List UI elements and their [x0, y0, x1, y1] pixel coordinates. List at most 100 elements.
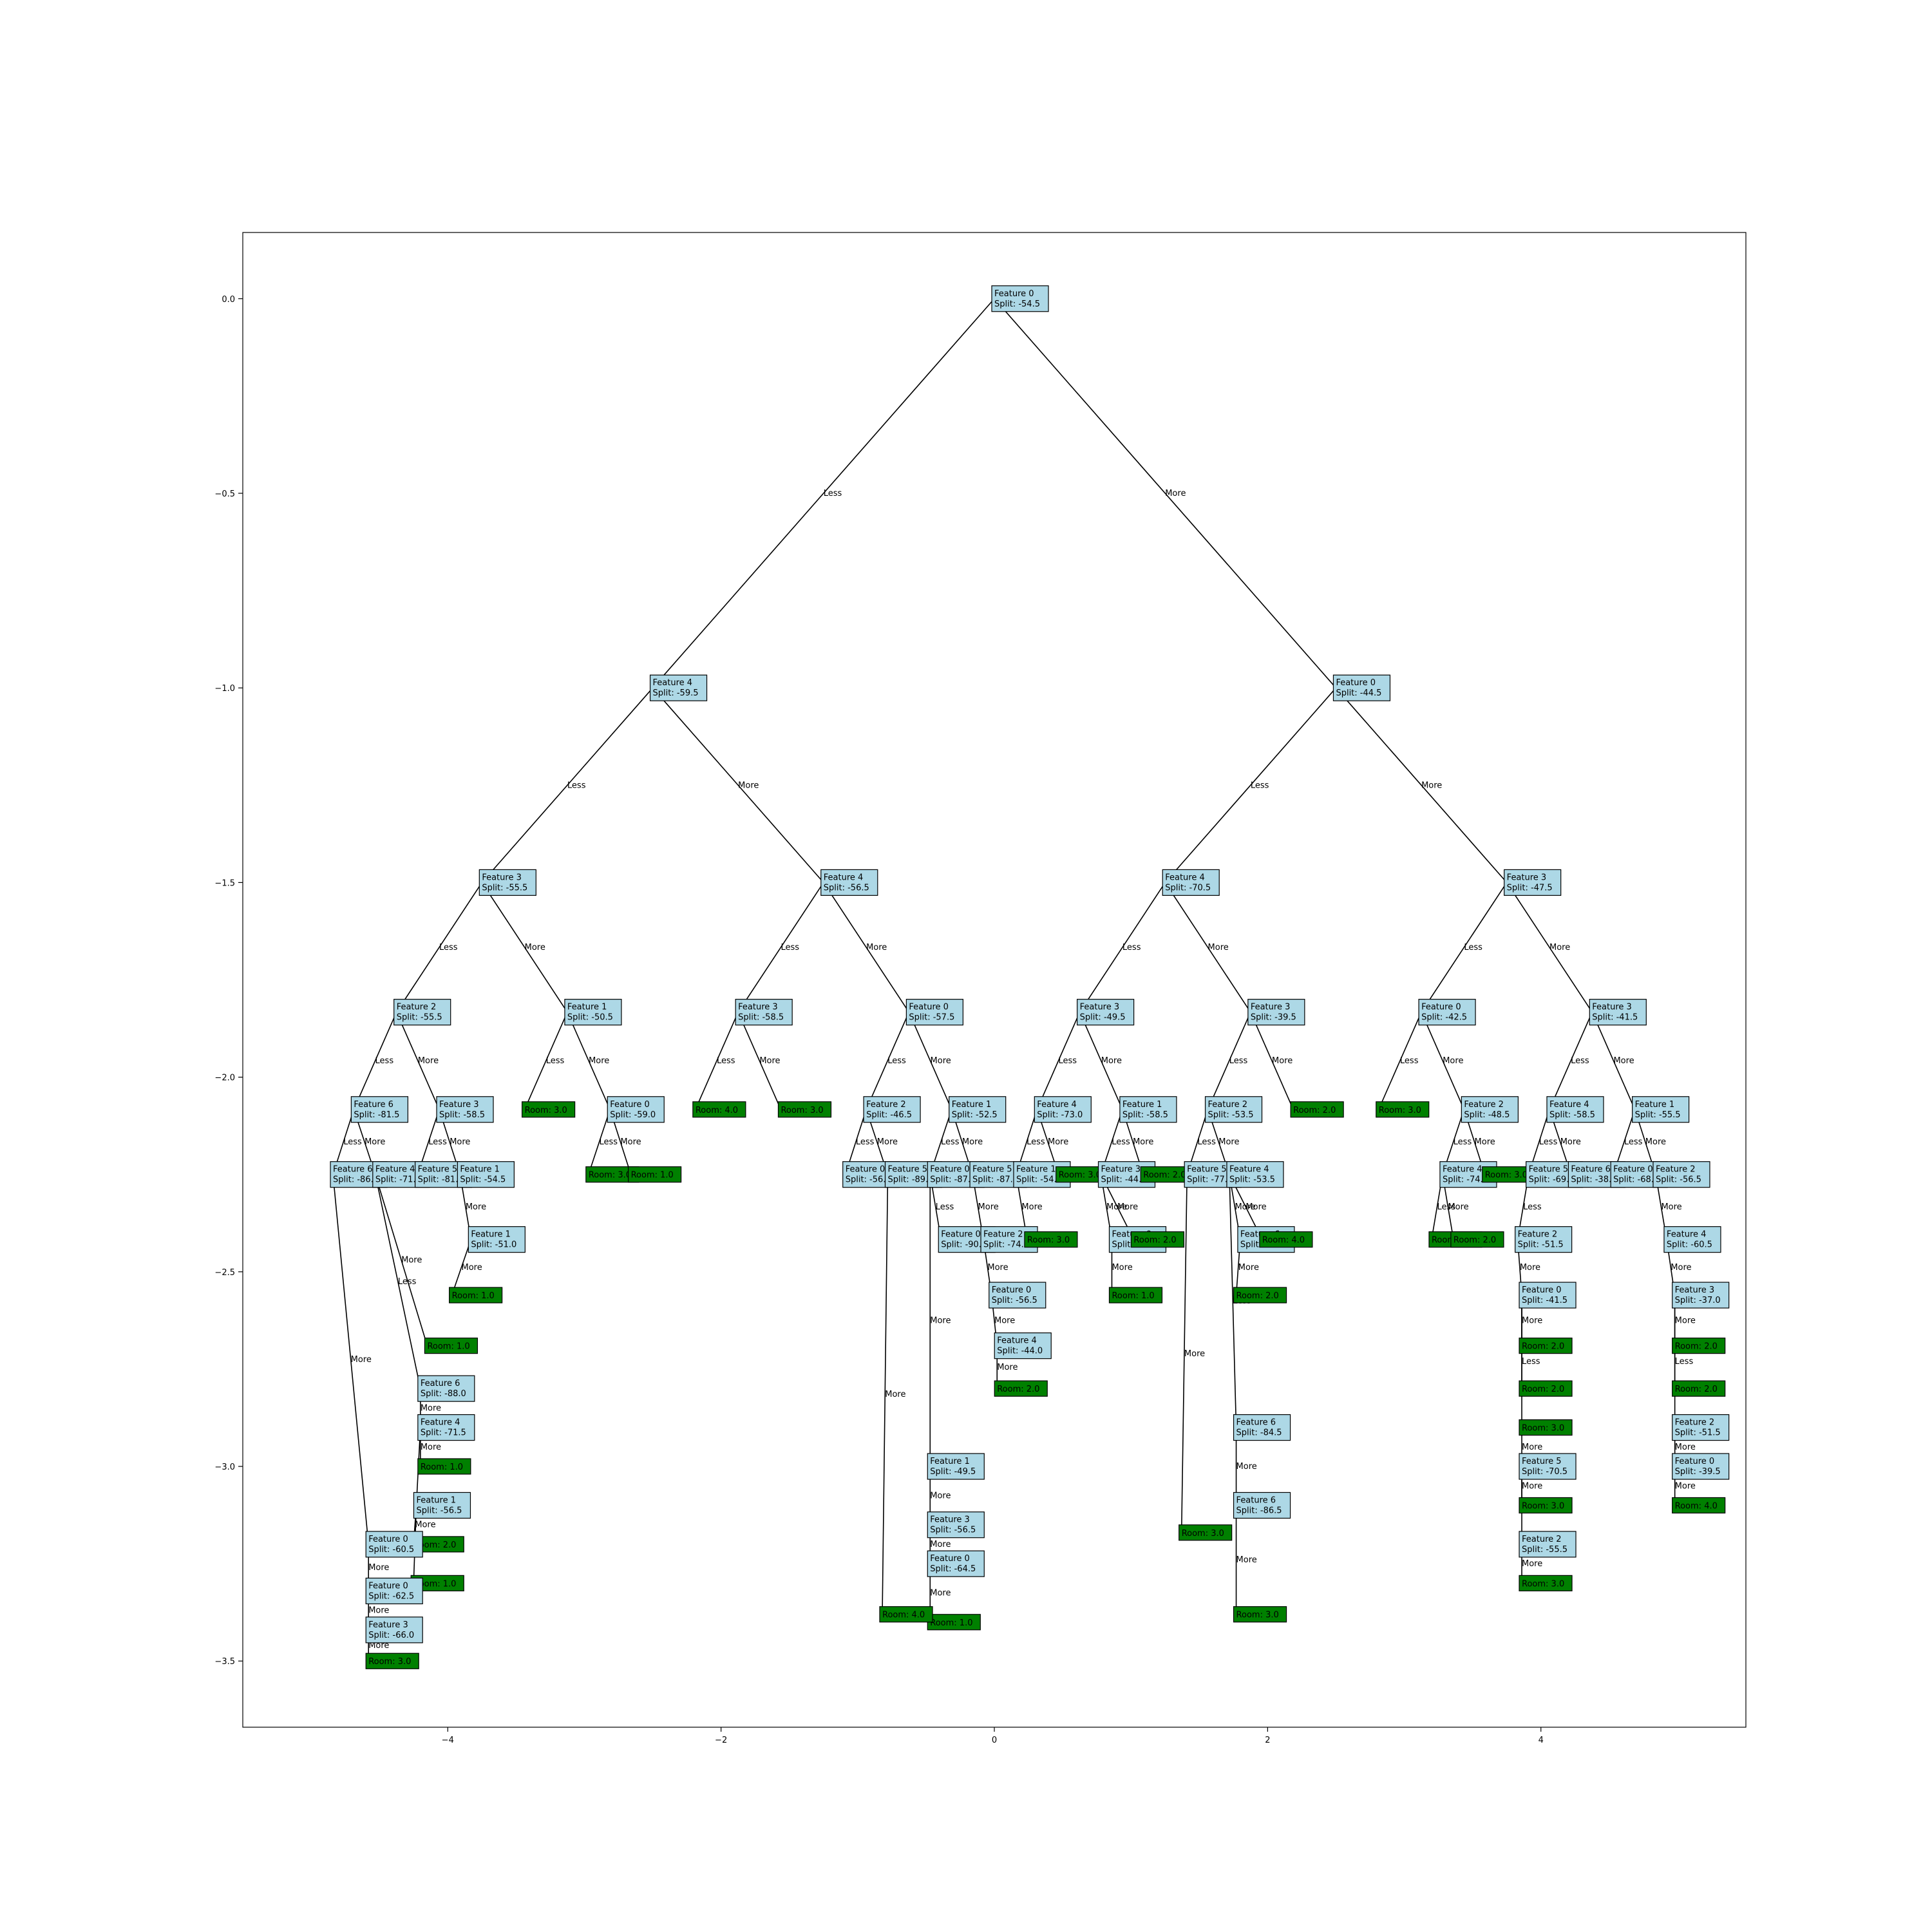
- node-split-label: Split: -46.5: [866, 1110, 912, 1120]
- leaf-label: Room: 3.0: [589, 1171, 631, 1180]
- edge-label-more: More: [930, 1316, 951, 1325]
- decision-box: [417, 1375, 475, 1402]
- node-feature-label: Feature 2: [1518, 1230, 1558, 1240]
- leaf-box: [365, 1653, 419, 1669]
- node-feature-label: Feature 4: [421, 1418, 460, 1428]
- edge-label-more: More: [620, 1137, 641, 1147]
- edge-label-more: More: [368, 1563, 389, 1573]
- edge-label-more: More: [1048, 1137, 1068, 1147]
- node-feature-label: Feature 3: [1251, 1003, 1291, 1012]
- tree-edge: [588, 1109, 611, 1175]
- leaf-node: Room: 2.0: [1290, 1101, 1344, 1118]
- x-tick-label: −4: [442, 1736, 454, 1745]
- node-feature-label: Feature 1: [416, 1495, 456, 1505]
- tree-edge: [1549, 1012, 1593, 1110]
- edge-label-more: More: [1613, 1056, 1634, 1066]
- edge-label-less: Less: [1229, 1056, 1248, 1066]
- leaf-node: Room: 3.0: [1179, 1524, 1233, 1541]
- node-feature-label: Feature 0: [368, 1581, 408, 1591]
- edge-label-less: Less: [781, 943, 799, 952]
- tree-edge: [737, 1012, 782, 1110]
- edge-label-less: Less: [936, 1202, 954, 1212]
- tree-edge: [1079, 882, 1166, 1013]
- tree-edge: [652, 298, 995, 688]
- node-split-label: Split: -41.5: [1522, 1296, 1567, 1305]
- edge-label-more: More: [931, 1056, 951, 1066]
- edge-label-more: More: [987, 1263, 1008, 1273]
- leaf-node: Room: 4.0: [1259, 1231, 1313, 1248]
- node-split-label: Split: -58.5: [1549, 1110, 1595, 1120]
- tree-edge: [1036, 1012, 1081, 1110]
- node-split-label: Split: -44.5: [1101, 1175, 1147, 1185]
- leaf-label: Room: 2.0: [1236, 1291, 1279, 1301]
- leaf-label: Room: 3.0: [1522, 1579, 1564, 1589]
- edge-label-more: More: [877, 1137, 898, 1147]
- edge-label-more: More: [401, 1256, 422, 1265]
- tree-edge: [994, 298, 1337, 688]
- leaf-node: Room: 1.0: [627, 1166, 682, 1183]
- tree-edge: [1180, 1174, 1188, 1533]
- edge-label-more: More: [525, 943, 545, 952]
- leaf-node: Room: 3.0: [1519, 1575, 1573, 1591]
- leaf-node: Room: 1.0: [417, 1458, 471, 1475]
- leaf-node: Room: 2.0: [1233, 1287, 1287, 1303]
- tree-edge: [332, 1174, 370, 1544]
- edge-label-less: Less: [824, 489, 842, 498]
- edge-label-more: More: [418, 1056, 439, 1066]
- tree-edge: [866, 1012, 910, 1110]
- decision-box: [989, 1282, 1046, 1309]
- node-split-label: Split: -84.5: [1236, 1428, 1282, 1438]
- tree-edge: [396, 882, 482, 1013]
- leaf-label: Room: 1.0: [427, 1342, 469, 1352]
- node-feature-label: Feature 2: [866, 1100, 906, 1110]
- leaf-node: Room: 2.0: [994, 1380, 1048, 1397]
- edge-label-more: More: [1165, 489, 1186, 498]
- node-feature-label: Feature 4: [653, 678, 693, 688]
- leaf-label: Room: 3.0: [1522, 1501, 1564, 1511]
- edge-label-more: More: [759, 1056, 780, 1066]
- decision-box: [365, 1616, 423, 1643]
- decision-box: [1653, 1161, 1710, 1188]
- edge-label-more: More: [421, 1443, 441, 1452]
- y-tick-label: −1.0: [214, 684, 235, 694]
- node-split-label: Split: -58.5: [1122, 1110, 1168, 1120]
- node-feature-label: Feature 0: [1675, 1457, 1715, 1466]
- decision-box: [1663, 1226, 1721, 1253]
- node-feature-label: Feature 5: [972, 1165, 1012, 1175]
- leaf-box: [1024, 1231, 1078, 1248]
- tree-edge: [695, 1012, 739, 1110]
- decision-box: [1672, 1414, 1730, 1441]
- leaf-label: Room: 1.0: [452, 1291, 495, 1301]
- node-split-label: Split: -59.5: [653, 688, 699, 698]
- edge-label-more: More: [978, 1202, 999, 1212]
- node-split-label: Split: -64.5: [930, 1564, 976, 1574]
- leaf-node: Room: 2.0: [1672, 1380, 1726, 1397]
- edge-label-more: More: [930, 1491, 951, 1501]
- tree-edge: [1421, 1012, 1465, 1110]
- leaf-label: Room: 4.0: [1675, 1501, 1718, 1511]
- edge-label-more: More: [1117, 1202, 1138, 1212]
- leaf-label: Room: 3.0: [1522, 1424, 1564, 1434]
- leaf-node: Room: 3.0: [1233, 1606, 1287, 1623]
- node-feature-label: Feature 6: [1571, 1165, 1611, 1175]
- decision-box: [607, 1096, 665, 1123]
- x-axis: −4 −2 0 2 4: [442, 1727, 1544, 1745]
- tree-edge: [567, 1012, 611, 1110]
- node-feature-label: Feature 3: [1675, 1285, 1715, 1295]
- node-feature-label: Feature 1: [1635, 1100, 1675, 1110]
- node-feature-label: Feature 6: [354, 1100, 393, 1110]
- decision-box: [735, 999, 793, 1026]
- decision-box: [1519, 1531, 1577, 1558]
- leaf-node: Room: 2.0: [1672, 1338, 1726, 1354]
- node-split-label: Split: -51.5: [1675, 1428, 1721, 1438]
- edge-label-less: Less: [1437, 1202, 1455, 1212]
